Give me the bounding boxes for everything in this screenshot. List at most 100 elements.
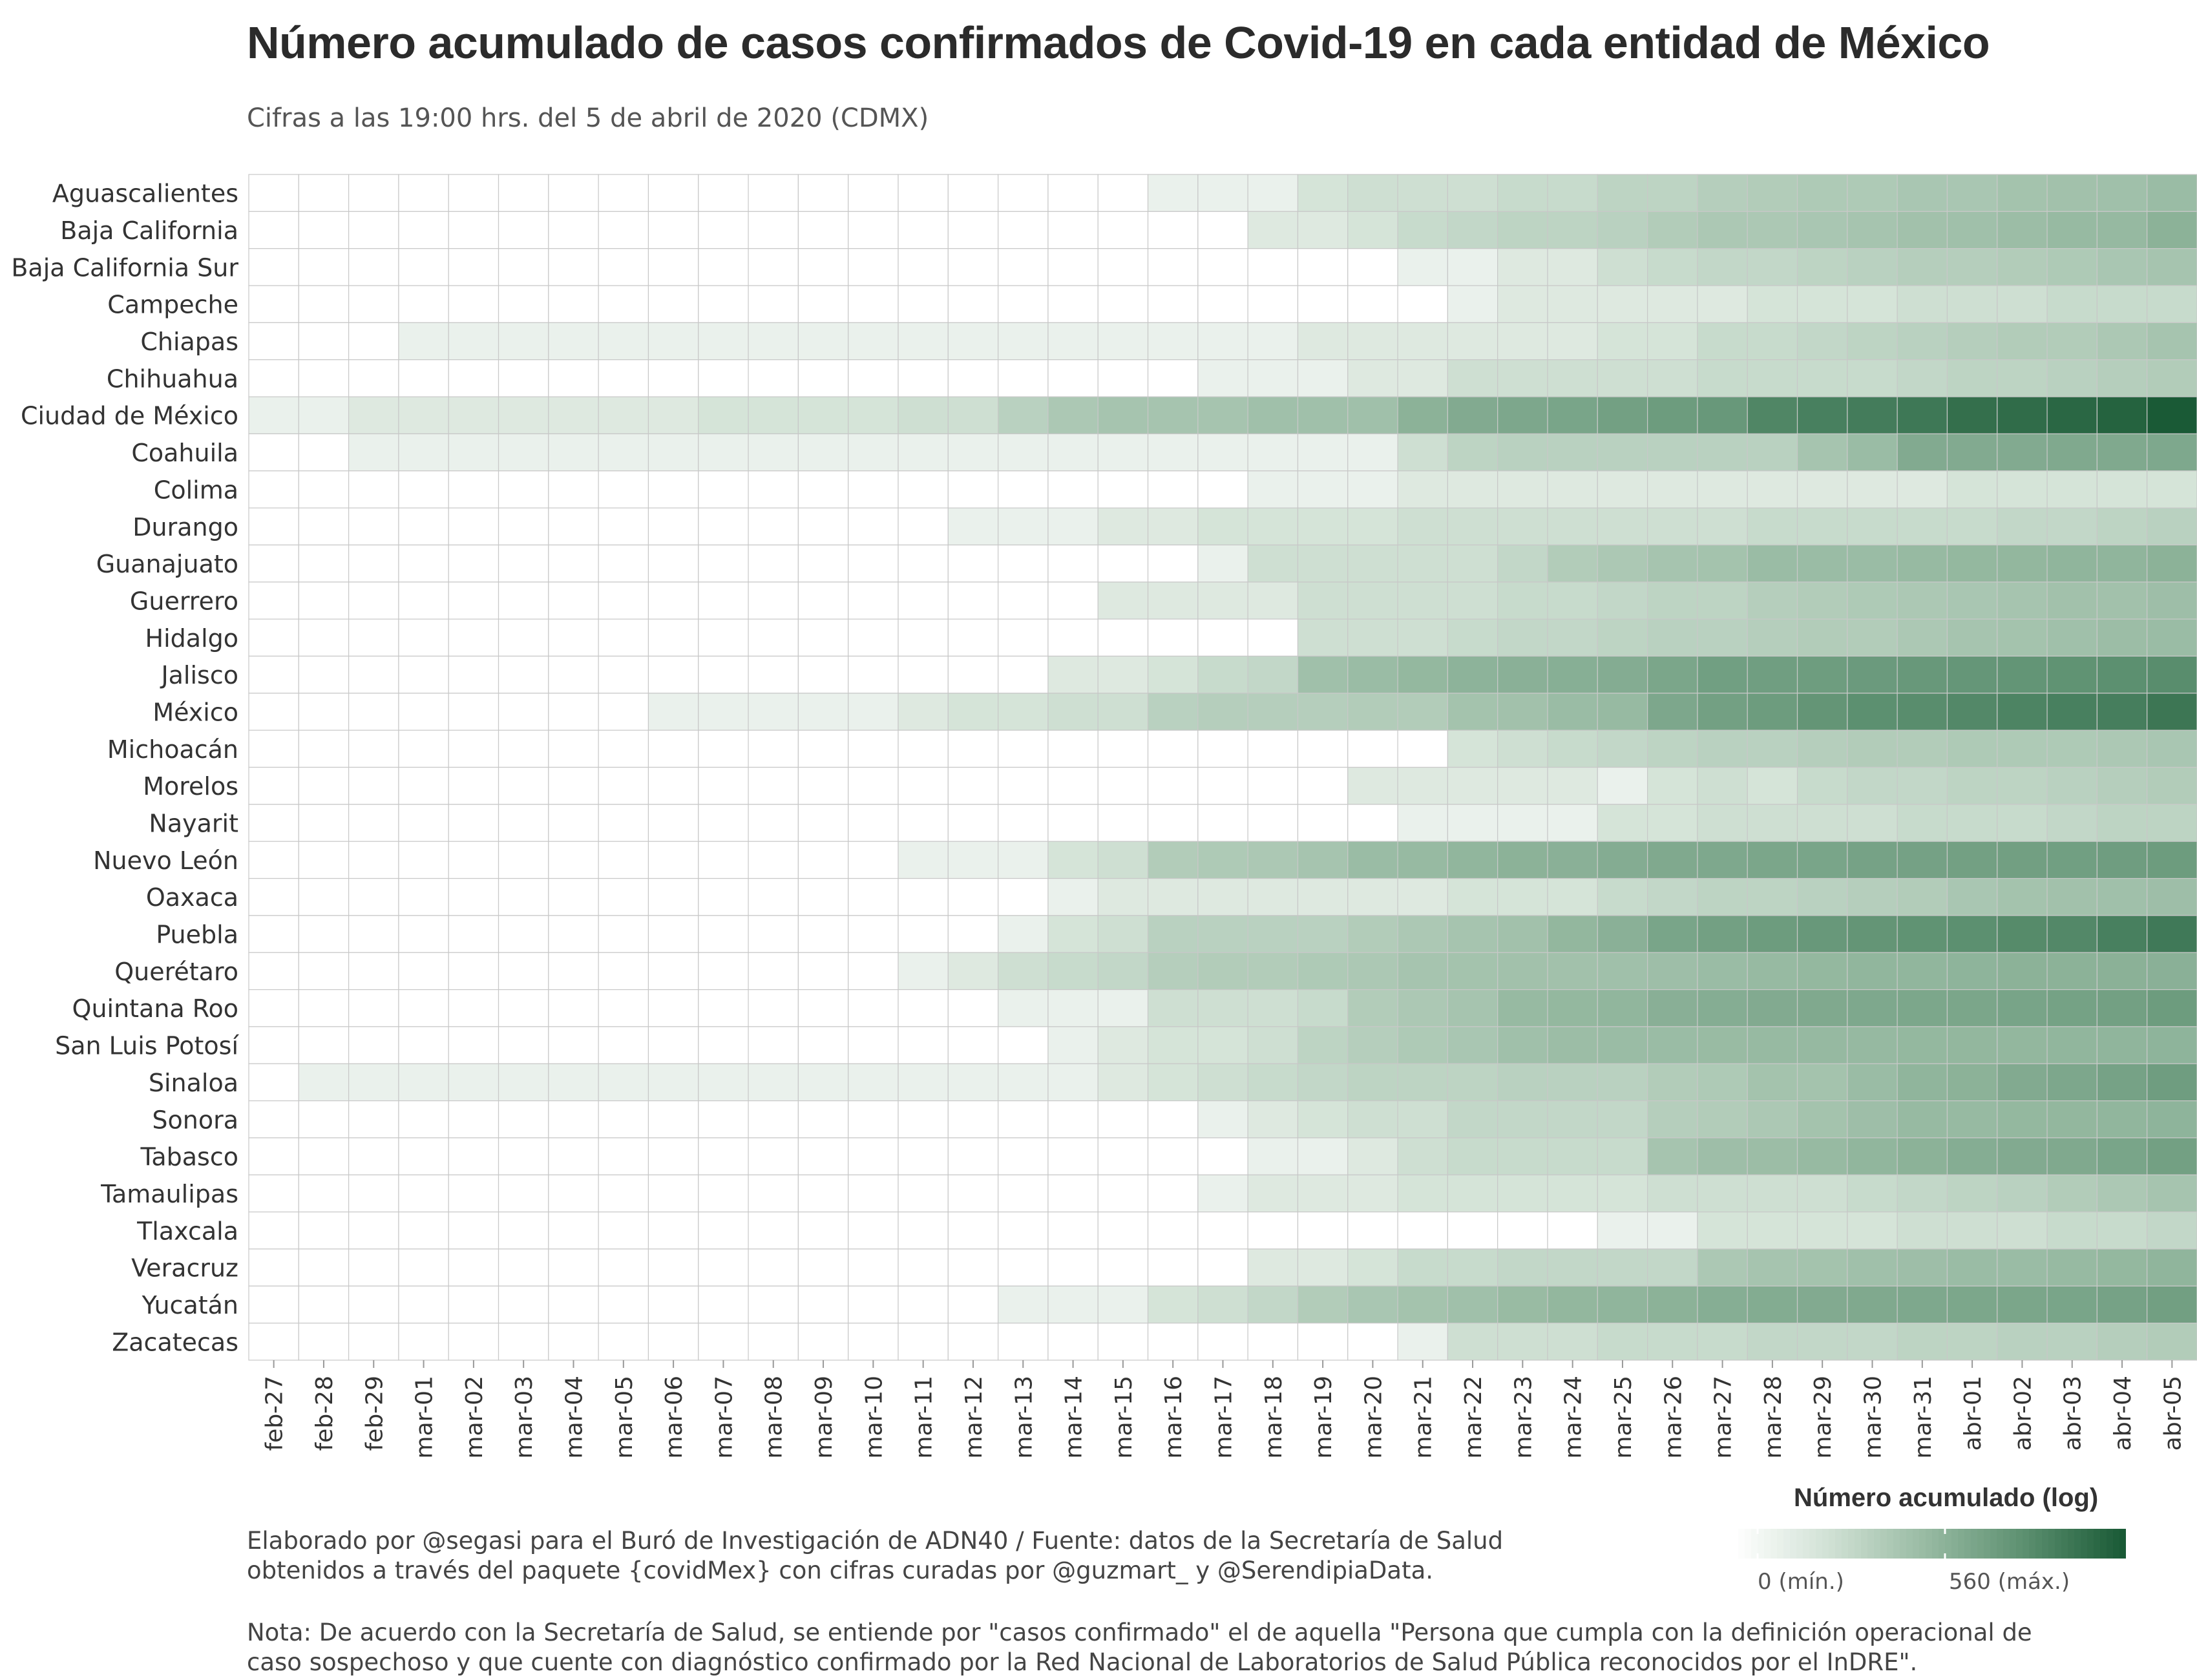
- legend-gradient-step: [1887, 1529, 1894, 1559]
- heatmap-cell: [1297, 1212, 1349, 1250]
- heatmap-cell: [298, 730, 350, 768]
- legend-gradient-step: [1958, 1529, 1965, 1559]
- heatmap-cell: [1197, 1323, 1248, 1361]
- heatmap-cell: [548, 989, 599, 1027]
- legend-gradient-step: [2048, 1529, 2055, 1559]
- heatmap-cell: [298, 322, 350, 361]
- heatmap-cell: [1547, 1174, 1598, 1213]
- heatmap-cell: [1197, 285, 1248, 323]
- heatmap-cell: [2147, 766, 2197, 805]
- heatmap-cell: [1497, 1100, 1548, 1139]
- heatmap-cell: [398, 618, 449, 657]
- heatmap-cell: [1347, 1137, 1398, 1175]
- heatmap-cell: [1597, 618, 1648, 657]
- heatmap-cell: [1147, 470, 1199, 509]
- heatmap-cell: [1847, 396, 1898, 435]
- heatmap-cell: [498, 582, 549, 620]
- heatmap-cell: [298, 693, 350, 731]
- legend-gradient-step: [1913, 1529, 1920, 1559]
- heatmap-cell: [1847, 359, 1898, 397]
- heatmap-cell: [1597, 655, 1648, 694]
- heatmap-cell: [298, 1248, 350, 1286]
- x-tick-label: mar-31: [1910, 1376, 1937, 1458]
- heatmap-cell: [1547, 952, 1598, 991]
- heatmap-cell: [998, 804, 1049, 842]
- heatmap-cell: [348, 285, 399, 323]
- heatmap-cell: [748, 470, 799, 509]
- heatmap-cell: [2046, 766, 2097, 805]
- heatmap-cell: [1897, 1137, 1948, 1175]
- heatmap-cell: [1197, 1248, 1248, 1286]
- heatmap-cell: [1247, 841, 1299, 879]
- heatmap-cell: [248, 915, 299, 953]
- heatmap-cell: [898, 804, 949, 842]
- heatmap-cell: [1946, 470, 1998, 509]
- heatmap-cell: [1946, 618, 1998, 657]
- heatmap-cell: [748, 211, 799, 249]
- heatmap-cell: [1897, 1323, 1948, 1361]
- chart-title: Número acumulado de casos confirmados de…: [247, 17, 1990, 68]
- heatmap-cell: [548, 359, 599, 397]
- heatmap-cell: [1147, 1323, 1199, 1361]
- heatmap-cell: [1946, 507, 1998, 546]
- row-label: Jalisco: [160, 661, 238, 689]
- heatmap-cell: [1047, 1063, 1098, 1102]
- heatmap-cell: [947, 174, 999, 212]
- heatmap-cell: [2046, 359, 2097, 397]
- heatmap-cell: [248, 841, 299, 879]
- heatmap-cell: [2096, 322, 2148, 361]
- heatmap-cell: [1297, 211, 1349, 249]
- heatmap-cell: [1047, 322, 1098, 361]
- heatmap-cell: [1147, 1100, 1199, 1139]
- heatmap-cell: [1747, 877, 1798, 916]
- heatmap-cell: [248, 1248, 299, 1286]
- note-line-1: Nota: De acuerdo con la Secretaría de Sa…: [247, 1619, 2032, 1646]
- heatmap-cell: [1597, 1063, 1648, 1102]
- heatmap-cell: [1347, 618, 1398, 657]
- heatmap-cell: [1897, 952, 1948, 991]
- heatmap-cell: [1747, 544, 1798, 583]
- heatmap-cell: [1697, 582, 1748, 620]
- heatmap-cell: [1097, 804, 1149, 842]
- heatmap-cell: [1397, 1174, 1448, 1213]
- heatmap-cell: [1647, 470, 1698, 509]
- heatmap-cell: [1597, 544, 1648, 583]
- heatmap-cell: [2147, 433, 2197, 472]
- heatmap-cell: [248, 693, 299, 731]
- heatmap-cell: [1697, 285, 1748, 323]
- heatmap-cell: [1796, 582, 1848, 620]
- heatmap-cell: [1897, 1100, 1948, 1139]
- legend-gradient-step: [2055, 1529, 2062, 1559]
- heatmap-cell: [1047, 1174, 1098, 1213]
- heatmap-cell: [2096, 285, 2148, 323]
- heatmap-cell: [1847, 804, 1898, 842]
- heatmap-cell: [1197, 1137, 1248, 1175]
- heatmap-cell: [1597, 322, 1648, 361]
- heatmap-cell: [1097, 1026, 1149, 1064]
- heatmap-cell: [1047, 841, 1098, 879]
- heatmap-cell: [448, 433, 499, 472]
- heatmap-cell: [2046, 1063, 2097, 1102]
- heatmap-cell: [1796, 248, 1848, 286]
- heatmap-cell: [898, 1285, 949, 1324]
- heatmap-cell: [698, 1174, 749, 1213]
- heatmap-cell: [1447, 174, 1498, 212]
- heatmap-cell: [1297, 618, 1349, 657]
- heatmap-cell: [1847, 1285, 1898, 1324]
- heatmap-cell: [647, 359, 699, 397]
- heatmap-cell: [2046, 285, 2097, 323]
- heatmap-cell: [647, 322, 699, 361]
- legend-gradient-step: [1842, 1529, 1849, 1559]
- heatmap-cell: [947, 433, 999, 472]
- heatmap-cell: [298, 877, 350, 916]
- heatmap-cell: [1397, 396, 1448, 435]
- heatmap-cell: [898, 1212, 949, 1250]
- heatmap-cell: [1447, 730, 1498, 768]
- heatmap-cell: [298, 952, 350, 991]
- heatmap-cell: [1247, 730, 1299, 768]
- heatmap-cell: [797, 1137, 849, 1175]
- heatmap-cell: [598, 211, 649, 249]
- heatmap-cell: [1946, 1212, 1998, 1250]
- x-tick-label: mar-04: [562, 1376, 588, 1458]
- heatmap-cell: [1497, 470, 1548, 509]
